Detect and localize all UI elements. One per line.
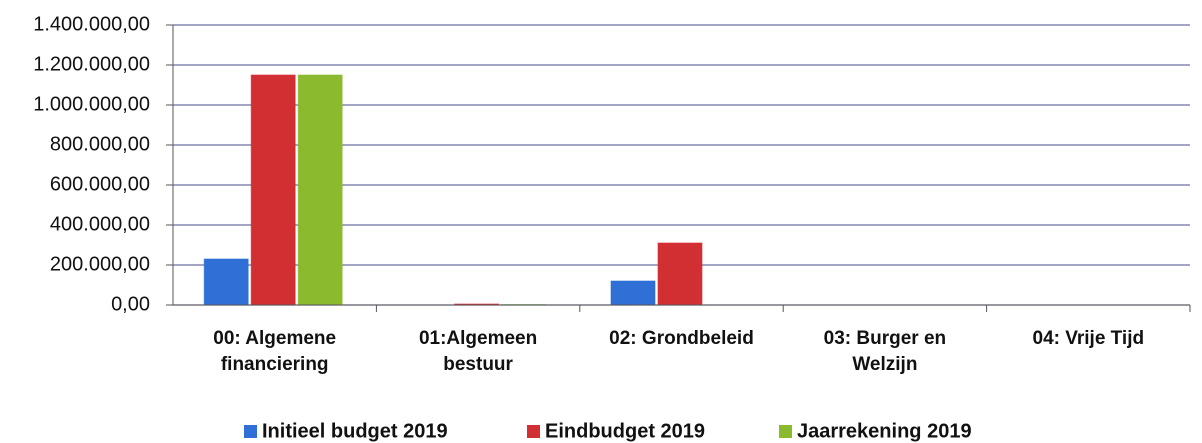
legend-label: Initieel budget 2019 [262, 420, 448, 442]
y-tick-label: 600.000,00 [50, 173, 150, 195]
bar [203, 258, 249, 306]
bar [657, 242, 703, 306]
bar [250, 74, 296, 306]
legend-marker [527, 425, 540, 438]
y-tick-label: 1.200.000,00 [33, 53, 150, 75]
x-tick-label: 02: Grondbeleid [609, 328, 754, 349]
y-tick-label: 400.000,00 [50, 213, 150, 235]
y-tick-label: 200.000,00 [50, 253, 150, 275]
legend-marker [244, 425, 257, 438]
y-tick-label: 1.000.000,00 [33, 93, 150, 115]
bar [297, 74, 343, 306]
y-tick-label: 0,00 [111, 293, 150, 315]
x-tick-label: 01:Algemeen bestuur [418, 328, 538, 375]
legend-label: Jaarrekening 2019 [797, 420, 972, 442]
legend-label: Eindbudget 2019 [545, 420, 705, 442]
bar [610, 280, 656, 306]
x-tick-label: 00: Algemene financiering [213, 328, 337, 375]
x-tick-label: 03: Burger en Welzijn [823, 328, 947, 375]
y-tick-label: 800.000,00 [50, 133, 150, 155]
y-tick-label: 1.400.000,00 [33, 13, 150, 35]
x-tick-label: 04: Vrije Tijd [1032, 328, 1145, 349]
legend-marker [779, 425, 792, 438]
